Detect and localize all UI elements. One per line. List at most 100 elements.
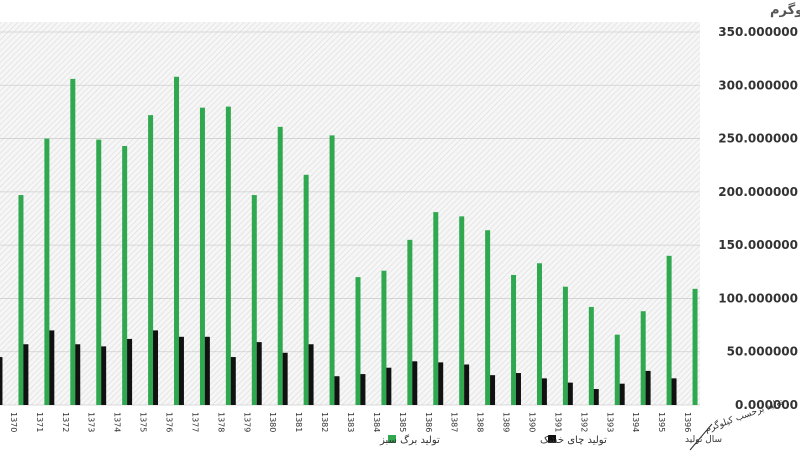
x-tick-label: 1375 xyxy=(139,412,148,432)
bar-green-leaf xyxy=(44,138,50,406)
bar-dry-tea xyxy=(334,376,340,405)
x-tick-label: 1371 xyxy=(35,412,44,432)
bar-green-leaf xyxy=(381,270,387,405)
x-tick-label: 1372 xyxy=(61,412,70,432)
x-tick-label: 1389 xyxy=(502,412,511,432)
legend-label-black: تولید چای خشک xyxy=(540,435,607,446)
bar-green-leaf xyxy=(459,216,465,405)
x-tick-label: 1396 xyxy=(683,412,692,432)
bar-dry-tea xyxy=(49,330,55,405)
bar-dry-tea xyxy=(490,375,496,405)
bar-green-leaf xyxy=(70,78,76,406)
legend-swatch-green xyxy=(388,435,396,443)
y-tick-label: 350.000000 xyxy=(718,25,798,39)
x-tick-label: 1385 xyxy=(398,412,407,432)
bar-dry-tea xyxy=(412,361,418,405)
bar-dry-tea xyxy=(619,383,625,405)
y-axis-ticks: 0.000000 50.000000 100.000000 150.000000 200… xyxy=(718,25,798,412)
bar-dry-tea xyxy=(75,344,81,405)
bar-dry-tea xyxy=(282,352,288,405)
bar-green-leaf xyxy=(174,76,180,405)
y-tick-label: 150.000000 xyxy=(718,238,798,252)
y-tick-label: 50.000000 xyxy=(727,345,798,359)
bar-green-leaf xyxy=(562,286,568,405)
bar-dry-tea xyxy=(438,362,444,405)
x-tick-label: 1393 xyxy=(605,412,614,432)
x-tick-label: 1394 xyxy=(631,412,640,432)
bar-dry-tea xyxy=(127,338,133,405)
bar-dry-tea xyxy=(515,373,521,405)
bar-dry-tea xyxy=(567,382,573,405)
x-tick-label: 1384 xyxy=(372,412,381,432)
chart-title: میزان تولید برگ سبز و چای خشک بین سال ها… xyxy=(770,1,800,18)
bar-dry-tea xyxy=(671,378,677,405)
bar-dry-tea xyxy=(386,367,392,405)
bar-green-leaf xyxy=(666,255,672,405)
bar-green-leaf xyxy=(122,146,128,405)
y-tick-label: 0.000000 xyxy=(735,398,798,412)
bar-green-leaf xyxy=(485,230,491,405)
plot-background xyxy=(0,22,700,405)
y-tick-label: 200.000000 xyxy=(718,185,798,199)
bar-green-leaf xyxy=(511,274,517,405)
bar-dry-tea xyxy=(593,389,599,405)
bar-dry-tea xyxy=(541,378,547,405)
x-tick-label: 1376 xyxy=(165,412,174,432)
bar-dry-tea xyxy=(360,374,366,405)
x-tick-label: 1383 xyxy=(346,412,355,432)
bar-dry-tea xyxy=(23,344,29,405)
bar-green-leaf xyxy=(96,139,102,405)
bar-green-leaf xyxy=(640,311,646,405)
bar-green-leaf xyxy=(588,306,594,405)
bar-dry-tea xyxy=(230,357,236,405)
x-tick-label: 1392 xyxy=(579,412,588,432)
bar-dry-tea xyxy=(153,330,159,405)
y-tick-label: 100.000000 xyxy=(718,291,798,305)
legend-label-green: تولید برگ سبز xyxy=(379,433,440,446)
bar-green-leaf xyxy=(536,263,542,405)
bar-dry-tea xyxy=(0,357,3,405)
bar-green-leaf xyxy=(303,174,309,405)
y-tick-label: 300.000000 xyxy=(718,78,798,92)
bar-green-leaf xyxy=(277,126,283,405)
x-tick-label: 1378 xyxy=(216,412,225,432)
bar-green-leaf xyxy=(614,334,620,405)
x-tick-label: 1390 xyxy=(527,412,536,432)
bar-dry-tea xyxy=(204,336,210,405)
bar-green-leaf xyxy=(225,106,231,405)
bar-dry-tea xyxy=(101,346,107,405)
x-tick-label: 1380 xyxy=(268,412,277,432)
bar-green-leaf xyxy=(18,195,24,405)
axis-corner-divider xyxy=(689,423,713,451)
x-axis-ticks: 1370 1371 1372 1373 1374 1375 1376 1377 1378 1379… xyxy=(9,412,692,432)
x-tick-label: 1391 xyxy=(553,412,562,432)
legend-swatch-black xyxy=(548,435,556,443)
bar-green-leaf xyxy=(407,239,413,405)
x-tick-label: 1387 xyxy=(450,412,459,432)
grid-lines xyxy=(0,31,700,406)
x-tick-label: 1386 xyxy=(424,412,433,432)
x-tick-label: 1377 xyxy=(190,412,199,432)
bar-dry-tea xyxy=(308,344,314,405)
bar-green-leaf xyxy=(148,115,154,405)
bars xyxy=(0,76,698,406)
legend: تولید برگ سبز تولید چای خشک xyxy=(379,433,607,446)
x-tick-label: 1382 xyxy=(320,412,329,432)
y-tick-label: 250.000000 xyxy=(718,132,798,146)
bar-green-leaf xyxy=(355,277,361,405)
bar-dry-tea xyxy=(645,370,651,405)
x-tick-label: 1395 xyxy=(657,412,666,432)
x-tick-label: 1388 xyxy=(476,412,485,432)
bar-green-leaf xyxy=(329,135,335,406)
bar-green-leaf xyxy=(251,195,257,405)
bar-green-leaf xyxy=(692,288,698,405)
x-axis-title: سال تولید xyxy=(685,435,722,445)
bar-green-leaf xyxy=(199,107,205,405)
bar-dry-tea xyxy=(464,364,470,405)
x-tick-label: 1373 xyxy=(87,412,96,432)
x-tick-label: 1381 xyxy=(294,412,303,432)
x-tick-label: 1370 xyxy=(9,412,18,432)
x-tick-label: 1379 xyxy=(242,412,251,432)
